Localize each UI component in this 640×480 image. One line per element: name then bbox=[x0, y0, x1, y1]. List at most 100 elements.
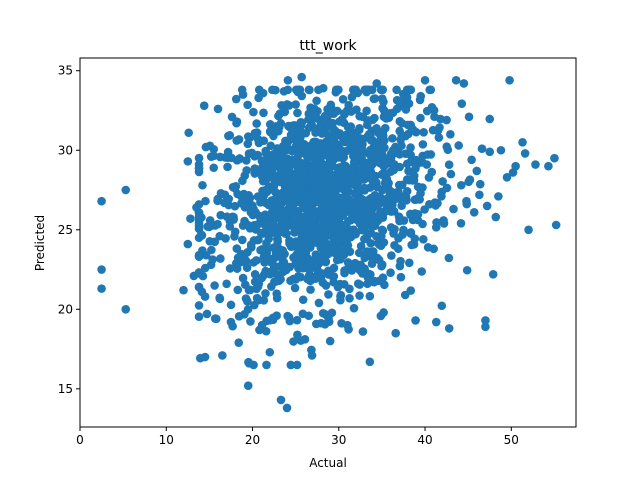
data-point bbox=[314, 298, 324, 308]
data-point bbox=[395, 117, 405, 126]
data-point bbox=[418, 140, 428, 149]
data-point bbox=[203, 222, 212, 231]
data-point bbox=[343, 258, 353, 267]
data-point bbox=[268, 85, 277, 95]
plot-frame bbox=[79, 57, 577, 428]
data-point bbox=[394, 212, 404, 222]
data-point bbox=[316, 318, 326, 328]
data-point bbox=[213, 104, 223, 114]
data-point bbox=[446, 130, 455, 139]
data-point bbox=[297, 250, 307, 259]
data-point bbox=[351, 210, 360, 220]
data-point bbox=[215, 231, 225, 241]
data-point bbox=[362, 106, 371, 116]
data-point bbox=[444, 160, 454, 170]
data-point bbox=[246, 285, 255, 295]
data-point bbox=[267, 166, 277, 176]
data-point bbox=[242, 156, 251, 165]
data-point bbox=[313, 141, 322, 151]
data-point bbox=[429, 244, 438, 254]
data-point bbox=[259, 270, 269, 280]
data-point bbox=[392, 85, 401, 95]
data-point bbox=[550, 153, 559, 163]
data-point bbox=[365, 357, 375, 367]
data-point bbox=[496, 145, 506, 155]
data-point bbox=[213, 219, 222, 229]
data-point bbox=[482, 201, 492, 211]
data-point bbox=[356, 168, 365, 177]
data-point bbox=[194, 282, 204, 292]
data-point bbox=[531, 160, 540, 169]
data-point bbox=[263, 211, 273, 221]
data-point bbox=[485, 147, 495, 157]
data-point bbox=[416, 113, 425, 123]
y-axis-label: Predicted bbox=[33, 215, 47, 271]
data-point bbox=[442, 183, 452, 193]
data-point bbox=[299, 169, 309, 178]
data-point bbox=[404, 166, 413, 176]
data-point bbox=[378, 128, 388, 138]
data-point bbox=[311, 128, 320, 137]
data-point bbox=[363, 85, 372, 95]
data-point bbox=[250, 300, 259, 310]
data-point bbox=[224, 131, 233, 141]
data-point bbox=[262, 360, 271, 370]
data-point bbox=[295, 178, 304, 188]
data-point bbox=[312, 225, 321, 235]
data-point bbox=[209, 163, 218, 173]
data-point bbox=[261, 326, 271, 336]
data-point bbox=[97, 196, 106, 206]
data-point bbox=[246, 317, 255, 326]
data-point bbox=[356, 134, 365, 143]
data-point bbox=[346, 107, 356, 116]
data-point bbox=[276, 395, 286, 405]
data-point bbox=[388, 145, 398, 155]
data-point bbox=[232, 117, 242, 126]
data-point bbox=[518, 138, 527, 147]
data-point bbox=[230, 201, 240, 211]
data-point bbox=[316, 168, 325, 178]
data-point bbox=[443, 145, 453, 155]
data-point bbox=[323, 194, 332, 204]
data-point bbox=[255, 325, 264, 335]
data-point bbox=[292, 315, 302, 325]
data-point bbox=[328, 233, 338, 242]
data-point bbox=[456, 219, 466, 228]
data-point bbox=[321, 246, 331, 256]
data-point bbox=[370, 94, 380, 103]
data-point bbox=[328, 123, 338, 133]
data-point bbox=[298, 309, 308, 319]
data-point bbox=[398, 230, 407, 239]
data-point bbox=[254, 279, 264, 289]
x-tick-label: 20 bbox=[245, 433, 260, 447]
data-point bbox=[367, 221, 377, 231]
data-point bbox=[252, 119, 261, 128]
data-point bbox=[272, 293, 282, 303]
data-point bbox=[316, 120, 326, 130]
data-point bbox=[305, 239, 315, 249]
data-point bbox=[270, 277, 279, 287]
data-point bbox=[437, 192, 446, 201]
data-point bbox=[356, 263, 366, 273]
data-point bbox=[271, 194, 281, 203]
data-point bbox=[318, 278, 328, 287]
data-point bbox=[395, 98, 405, 107]
data-point bbox=[404, 175, 414, 185]
data-point bbox=[405, 85, 415, 95]
data-point bbox=[355, 216, 365, 225]
data-point bbox=[372, 253, 382, 263]
data-point bbox=[416, 91, 426, 101]
data-point bbox=[388, 134, 397, 143]
data-point bbox=[358, 327, 368, 336]
data-point bbox=[379, 136, 389, 145]
data-point bbox=[289, 239, 298, 248]
data-point bbox=[411, 316, 420, 325]
data-point bbox=[356, 201, 365, 211]
data-point bbox=[366, 238, 376, 248]
data-point bbox=[265, 347, 275, 357]
data-point bbox=[406, 229, 416, 238]
data-point bbox=[408, 125, 418, 134]
data-point bbox=[377, 260, 387, 269]
data-point bbox=[263, 184, 273, 193]
data-point bbox=[238, 90, 248, 99]
